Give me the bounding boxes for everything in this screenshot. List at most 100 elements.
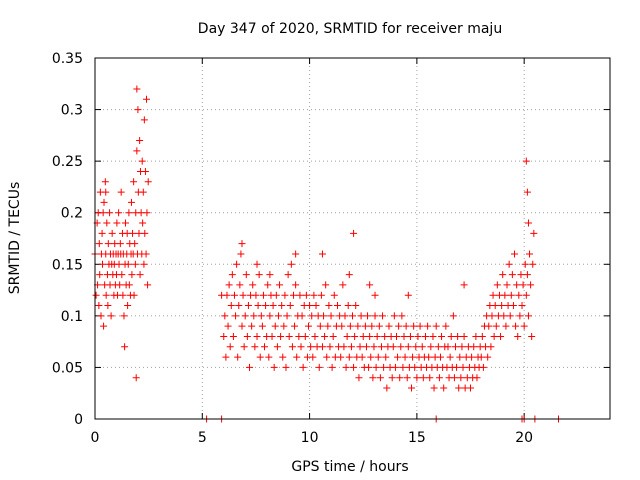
data-point [398,312,406,320]
data-point [138,157,146,165]
data-point [408,384,416,392]
data-point [419,374,427,382]
data-point [102,291,110,299]
data-point [98,229,106,237]
y-tick-label: 0.15 [52,257,83,273]
y-tick-label: 0.35 [52,51,83,67]
data-point [238,240,246,248]
data-point [133,147,141,155]
data-point [366,332,374,340]
data-point [99,209,107,217]
data-point [527,281,535,289]
data-point [403,374,411,382]
data-point [523,188,531,196]
data-point [131,240,139,248]
data-point [522,291,530,299]
data-point [490,332,498,340]
data-point [270,363,278,371]
data-point [136,271,144,279]
y-axis-label: SRMTID / TECUs [7,182,23,295]
data-point [365,363,373,371]
data-point [411,363,419,371]
data-point [390,312,398,320]
data-point [375,322,383,330]
data-point [468,353,476,361]
y-tick-label: 0 [74,412,83,428]
data-point [491,302,499,310]
data-point [226,343,234,351]
data-point [484,353,492,361]
data-point [509,302,517,310]
data-point [379,312,387,320]
data-point [229,332,237,340]
data-point [347,343,355,351]
data-point [377,343,385,351]
y-tick-label: 0.1 [61,309,83,325]
data-point [321,332,329,340]
data-point [255,271,263,279]
data-point [343,332,351,340]
data-point [489,291,497,299]
data-point [376,374,384,382]
data-point [140,116,148,124]
y-tick-label: 0.2 [61,206,83,222]
data-point [340,343,348,351]
grid [95,58,610,419]
data-point [141,229,149,237]
data-point [402,322,410,330]
data-point [507,291,515,299]
data-point [251,343,259,351]
data-point [225,281,233,289]
data-point [400,332,408,340]
data-point [140,260,148,268]
data-point [233,260,241,268]
data-point [117,188,125,196]
data-point [339,281,347,289]
data-point [92,291,100,299]
data-point [297,343,305,351]
y-tick-label: 0.25 [52,154,83,170]
plot-frame [94,57,611,420]
data-point [322,281,330,289]
data-point [134,106,142,114]
data-point [409,353,417,361]
data-point [500,312,508,320]
data-point [367,353,375,361]
data-point [467,384,475,392]
data-point [498,302,506,310]
x-tick-label: 5 [198,430,207,446]
data-point [524,219,532,227]
data-point [382,353,390,361]
data-point [421,332,429,340]
data-point [318,250,326,258]
data-point [318,343,326,351]
data-point [291,322,299,330]
data-point [124,302,132,310]
data-point [266,271,274,279]
data-point [516,312,524,320]
data-point [456,353,464,361]
data-point [418,343,426,351]
data-point [130,178,138,186]
data-point [220,332,228,340]
data-point [404,291,412,299]
data-point [459,363,467,371]
data-point [278,302,286,310]
data-point [125,209,133,217]
data-point [493,281,501,289]
data-point [132,374,140,382]
data-point [295,332,303,340]
data-point [397,343,405,351]
data-point [392,332,400,340]
data-point [235,302,243,310]
data-point [250,312,258,320]
data-point [301,332,309,340]
data-point [519,281,527,289]
data-point [458,343,466,351]
data-point [502,322,510,330]
data-point [139,188,147,196]
data-point [234,353,242,361]
data-point [264,281,272,289]
data-point [143,209,151,217]
data-point [256,353,264,361]
